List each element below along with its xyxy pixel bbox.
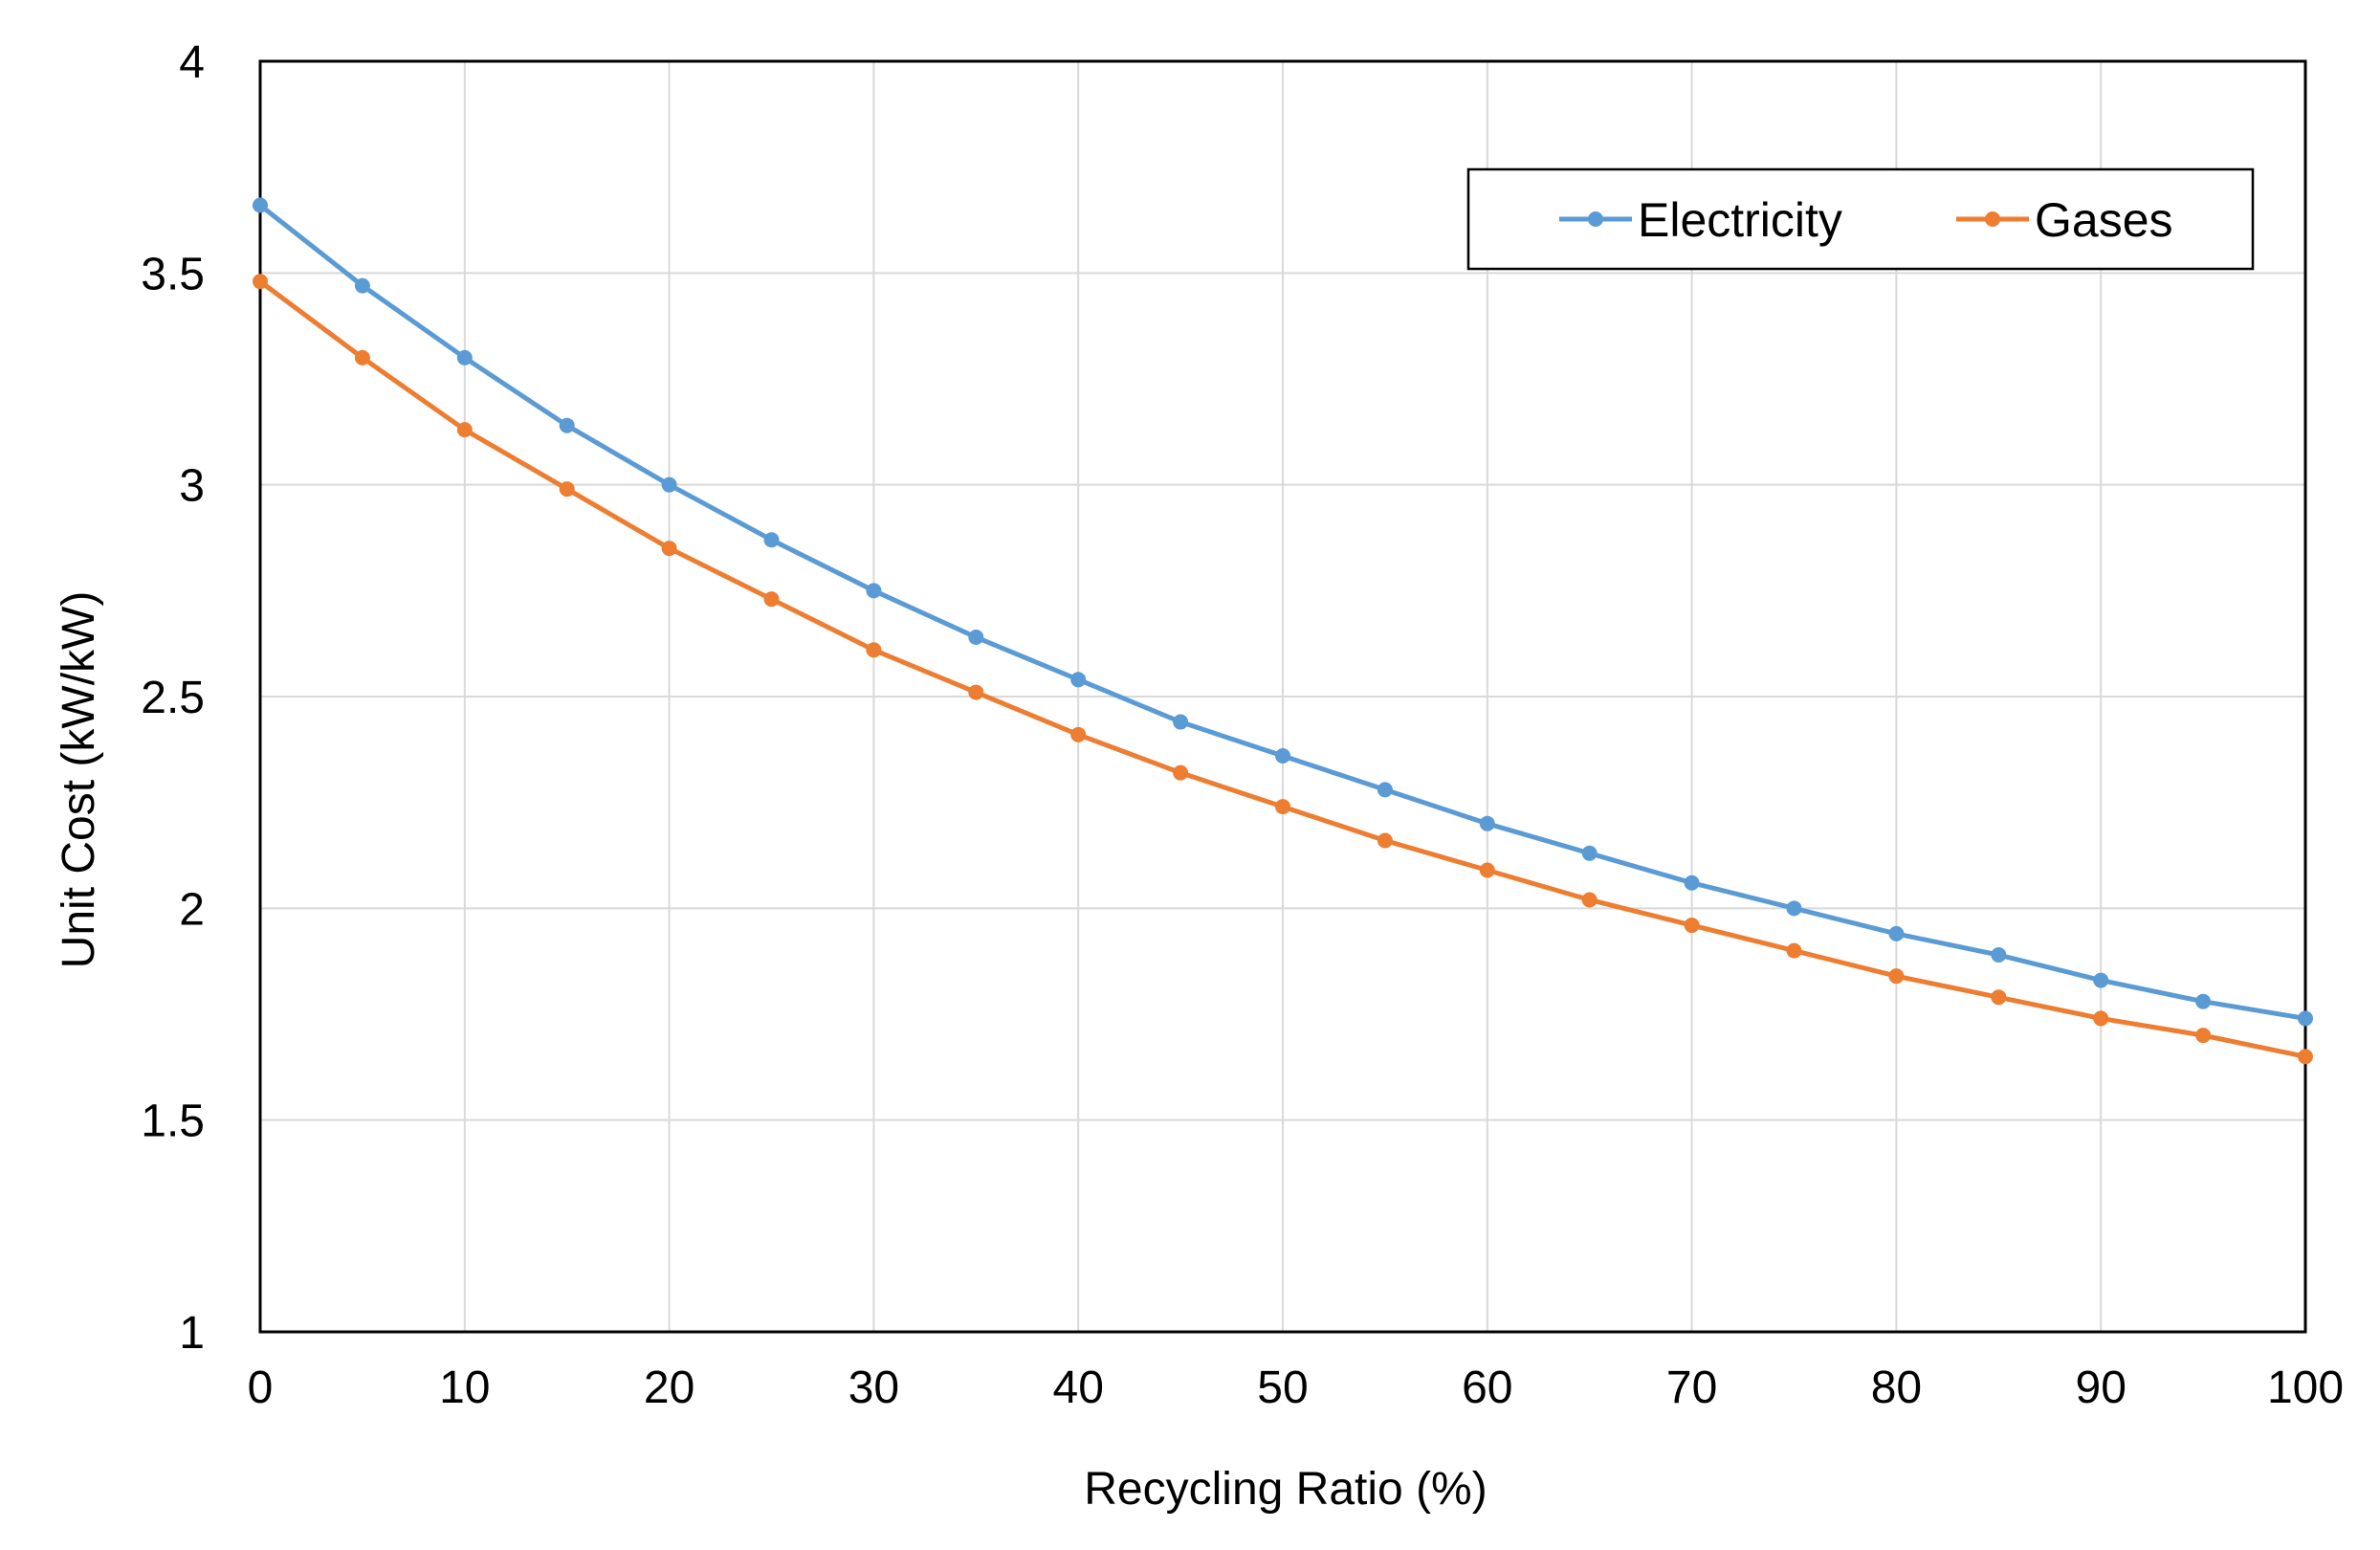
data-point (866, 583, 882, 599)
data-point (661, 541, 677, 557)
data-point (1888, 968, 1905, 985)
data-point (763, 591, 780, 608)
y-axis-label: Unit Cost (kW/kW) (54, 591, 104, 969)
data-point (1070, 672, 1087, 688)
data-point (2195, 1028, 2212, 1044)
x-tick-label: 50 (1257, 1362, 1308, 1413)
data-point (1275, 747, 1290, 764)
data-point (1173, 714, 1189, 730)
series-gases (253, 274, 2313, 1065)
legend-swatch-marker (1588, 211, 1603, 227)
y-tick-label: 2.5 (141, 673, 205, 723)
x-tick-label: 10 (439, 1362, 490, 1413)
data-point (1888, 925, 1905, 941)
x-tick-label: 40 (1053, 1362, 1104, 1413)
data-point (1991, 947, 2007, 963)
data-point (1684, 918, 1700, 934)
data-point (1581, 892, 1598, 908)
data-point (1786, 900, 1802, 917)
data-point (2093, 1010, 2109, 1027)
y-tick-label: 4 (179, 37, 205, 88)
data-point (2298, 1049, 2313, 1065)
series-group (253, 197, 2313, 1065)
data-point (968, 684, 984, 700)
data-point (253, 274, 268, 290)
x-tick-label: 30 (848, 1362, 899, 1413)
data-point (456, 349, 473, 365)
data-point (1581, 845, 1598, 861)
data-point (763, 532, 780, 548)
data-point (866, 642, 882, 658)
y-tick-label: 3 (179, 461, 205, 512)
legend-swatch-marker (1985, 211, 2000, 227)
x-tick-label: 70 (1666, 1362, 1717, 1413)
x-tick-label: 80 (1871, 1362, 1922, 1413)
x-axis-label: Recycling Ratio (%) (1084, 1464, 1487, 1515)
data-point (2298, 1010, 2313, 1027)
data-point (456, 422, 473, 438)
legend-label: Gases (2035, 193, 2173, 247)
data-point (1377, 832, 1393, 849)
data-point (559, 417, 575, 433)
data-point (1377, 782, 1393, 798)
legend-label: Electricity (1638, 193, 1842, 247)
data-point (2195, 993, 2212, 1009)
data-point (559, 481, 575, 498)
x-tick-label: 20 (644, 1362, 694, 1413)
data-point (1479, 815, 1495, 831)
x-tick-label: 100 (2267, 1362, 2344, 1413)
y-tick-label: 1 (179, 1308, 205, 1359)
data-point (354, 277, 370, 294)
x-tick-label: 90 (2076, 1362, 2127, 1413)
x-tick-label: 60 (1462, 1362, 1512, 1413)
plot-area-border (258, 59, 2307, 1334)
y-axis-ticks: 1 1.5 2 2.5 3 3.5 4 (141, 37, 205, 1359)
y-tick-label: 1.5 (141, 1096, 205, 1147)
data-point (1479, 862, 1495, 878)
x-axis-ticks: 0 10 20 30 40 50 60 70 80 90 100 (248, 1362, 2344, 1413)
data-point (354, 349, 370, 365)
data-point (253, 197, 268, 213)
data-point (2093, 972, 2109, 988)
y-tick-label: 3.5 (141, 249, 205, 299)
data-point (1991, 989, 2007, 1006)
data-point (1684, 875, 1700, 891)
y-tick-label: 2 (179, 884, 205, 935)
data-point (1786, 942, 1802, 959)
data-point (1070, 726, 1087, 742)
legend: Electricity Gases (1466, 167, 2255, 271)
data-point (661, 476, 677, 493)
series-electricity (253, 197, 2313, 1027)
x-tick-label: 0 (248, 1362, 274, 1413)
data-point (1275, 799, 1290, 815)
data-point (1173, 764, 1189, 781)
data-point (968, 630, 984, 646)
